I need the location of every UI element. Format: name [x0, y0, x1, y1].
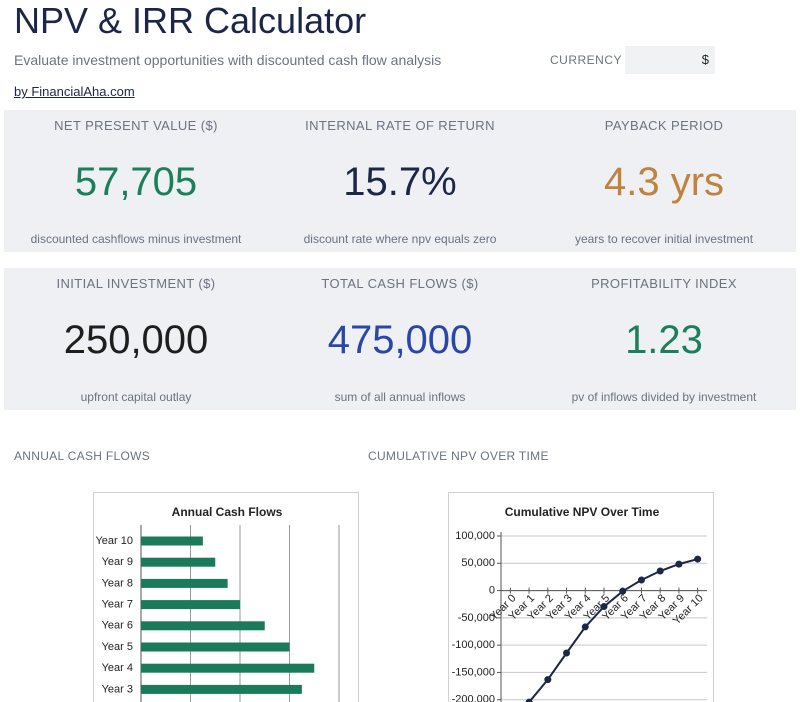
marker: [525, 698, 533, 702]
bar: [141, 684, 302, 694]
site-link[interactable]: by FinancialAha.com: [14, 84, 135, 99]
y-tick-label: Year 8: [102, 577, 133, 589]
section-label: CUMULATIVE NPV OVER TIME: [368, 449, 549, 463]
kpi-note: discounted cashflows minus investment: [30, 232, 242, 246]
kpi-label: INTERNAL RATE OF RETURN: [305, 118, 495, 133]
kpi-row: NET PRESENT VALUE ($) 57,705 discounted ca…: [4, 110, 796, 252]
bar: [141, 578, 228, 588]
page-title: NPV & IRR Calculator: [14, 0, 367, 41]
bar: [141, 600, 240, 610]
kpi-value: 250,000: [63, 318, 209, 362]
kpi-note: upfront capital outlay: [80, 390, 192, 404]
kpi-label: PROFITABILITY INDEX: [591, 276, 737, 291]
y-tick-label: Year 9: [102, 556, 133, 568]
y-tick-label: Year 3: [102, 683, 133, 695]
y-tick-label: Year 4: [102, 662, 133, 674]
kpi-value: 1.23: [625, 318, 703, 362]
y-tick-label: Year 10: [95, 535, 133, 547]
currency-label: CURRENCY: [550, 53, 623, 67]
currency-input[interactable]: $: [625, 46, 715, 74]
marker: [637, 576, 645, 584]
kpi-card: NET PRESENT VALUE ($) 57,705 discounted ca…: [4, 110, 268, 252]
kpi-card: INTERNAL RATE OF RETURN 15.7% discount rat…: [268, 110, 532, 252]
marker: [544, 676, 552, 684]
kpi-row: INITIAL INVESTMENT ($) 250,000 upfront cap…: [4, 268, 796, 410]
subtitle: Evaluate investment opportunities with d…: [14, 52, 442, 68]
marker: [656, 567, 664, 575]
chart: Annual Cash Flows Year 10 Year 9 Year 8 Year…: [95, 505, 340, 702]
line: [527, 558, 698, 702]
kpi-card: PAYBACK PERIOD 4.3 yrs years to recover in…: [532, 110, 796, 252]
kpi-value: 15.7%: [343, 160, 457, 204]
marker: [600, 603, 608, 611]
marker: [563, 649, 571, 657]
bar: [141, 663, 315, 673]
y-tick-label: Year 7: [102, 599, 133, 611]
y-tick-label: -150,000: [452, 666, 495, 678]
marker: [694, 555, 702, 563]
kpi-note: years to recover initial investment: [574, 232, 754, 246]
kpi-note: discount rate where npv equals zero: [303, 232, 497, 246]
y-tick-label: -200,000: [452, 694, 495, 702]
kpi-label: NET PRESENT VALUE ($): [54, 118, 218, 133]
kpi-label: PAYBACK PERIOD: [604, 118, 724, 133]
kpi-card: INITIAL INVESTMENT ($) 250,000 upfront cap…: [4, 268, 268, 410]
kpi-card: TOTAL CASH FLOWS ($) 475,000 sum of all an…: [268, 268, 532, 410]
chart-title: Cumulative NPV Over Time: [505, 505, 660, 519]
marker: [675, 560, 683, 568]
kpi-note: sum of all annual inflows: [334, 390, 466, 404]
y-tick-label: Year 5: [102, 641, 133, 653]
chart-title: Annual Cash Flows: [172, 505, 283, 519]
y-tick-label: 0: [489, 584, 495, 596]
chart-frame: Cumulative NPV Over Time 100,000 50,000 0 -5…: [448, 492, 714, 702]
chart-frame: Annual Cash Flows Year 10 Year 9 Year 8 Year…: [93, 492, 359, 702]
y-tick-label: 100,000: [455, 530, 495, 542]
y-tick-label: -100,000: [452, 639, 495, 651]
y-tick-label: 50,000: [461, 557, 495, 569]
y-tick-label: Year 6: [102, 620, 133, 632]
kpi-label: INITIAL INVESTMENT ($): [56, 276, 216, 291]
kpi-value: 57,705: [74, 160, 198, 204]
kpi-note: pv of inflows divided by investment: [571, 390, 757, 404]
kpi-label: TOTAL CASH FLOWS ($): [321, 276, 479, 291]
chart: Cumulative NPV Over Time 100,000 50,000 0 -5…: [452, 505, 707, 702]
bar: [141, 621, 265, 631]
marker: [581, 623, 589, 631]
bar: [141, 642, 290, 652]
section-label: ANNUAL CASH FLOWS: [14, 449, 151, 463]
kpi-value: 4.3 yrs: [603, 160, 725, 204]
kpi-card: PROFITABILITY INDEX 1.23 pv of inflows div…: [532, 268, 796, 410]
bar: [141, 536, 203, 546]
y-tick-label: -50,000: [458, 612, 495, 624]
marker: [619, 587, 627, 595]
kpi-value: 475,000: [327, 318, 473, 362]
bar: [141, 557, 216, 567]
